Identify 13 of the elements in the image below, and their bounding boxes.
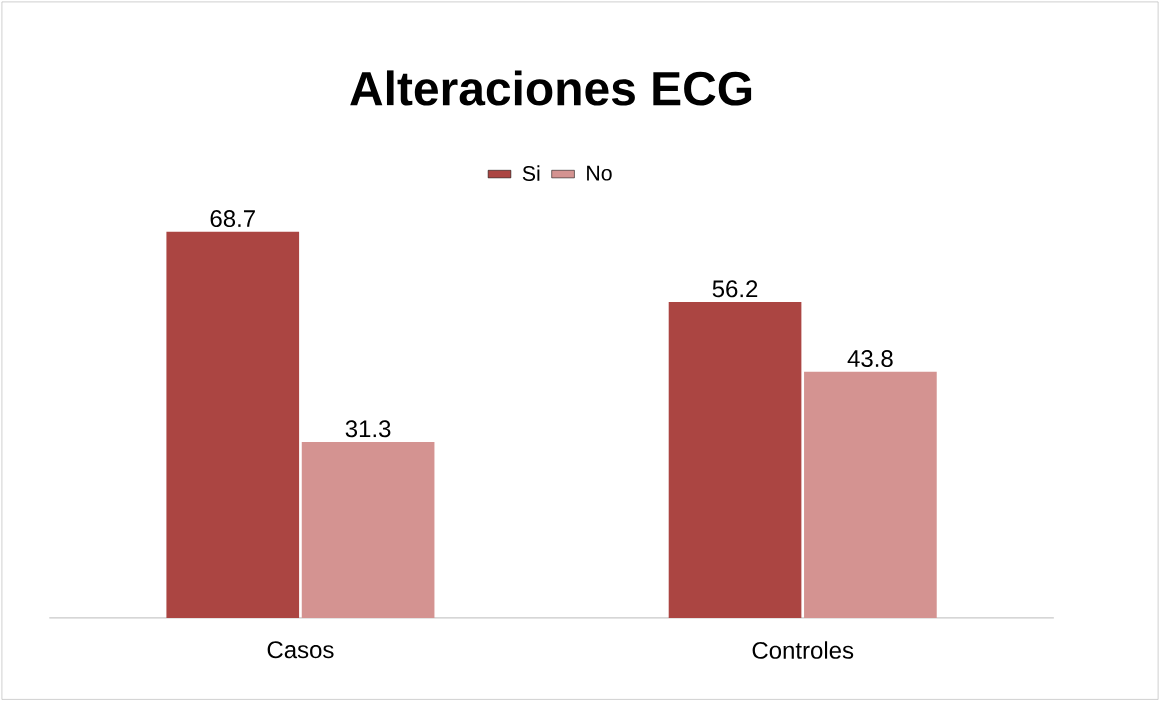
legend-label: No xyxy=(587,165,612,181)
data-label: 68.7 xyxy=(210,209,255,227)
data-label: 56.2 xyxy=(712,280,758,298)
bar xyxy=(668,301,802,618)
data-label: 31.3 xyxy=(345,420,391,438)
chart-title: Alteraciones ECG xyxy=(350,70,752,106)
bar xyxy=(804,371,937,618)
bar xyxy=(166,231,300,618)
data-label: 43.8 xyxy=(847,349,893,367)
x-tick-label: Controles xyxy=(752,641,854,659)
legend-label: Si xyxy=(522,165,540,181)
bar xyxy=(301,441,435,618)
x-tick-label: Casos xyxy=(267,641,334,659)
